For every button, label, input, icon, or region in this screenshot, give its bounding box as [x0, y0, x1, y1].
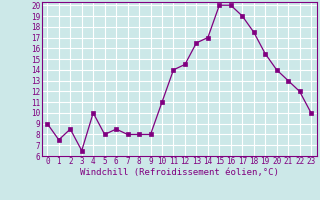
- X-axis label: Windchill (Refroidissement éolien,°C): Windchill (Refroidissement éolien,°C): [80, 168, 279, 177]
